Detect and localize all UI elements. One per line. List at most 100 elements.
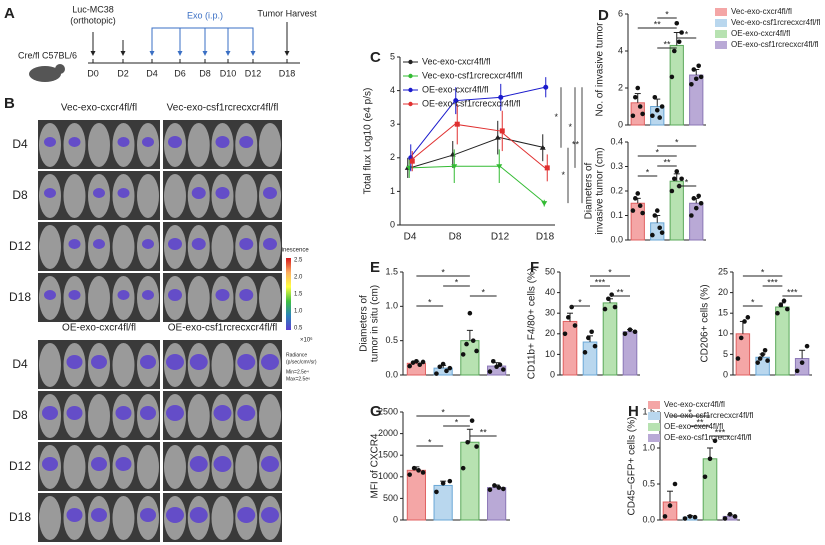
y-axis-label: MFI of CXCR4 bbox=[370, 433, 381, 498]
legend-swatch bbox=[648, 434, 660, 442]
y-tick-label: 1500 bbox=[378, 450, 398, 460]
data-point bbox=[669, 188, 675, 194]
sig-label: ** bbox=[663, 157, 671, 167]
data-point bbox=[640, 111, 645, 117]
mouse bbox=[259, 394, 281, 438]
data-point bbox=[712, 438, 718, 444]
y-axis-label: CD45−GFP+ cells (%) bbox=[627, 417, 638, 516]
arrow-head bbox=[120, 51, 126, 56]
signal bbox=[215, 136, 230, 148]
data-point bbox=[434, 371, 439, 376]
treatment: Exo (i.p.) bbox=[187, 10, 223, 20]
day-label: D8 bbox=[12, 408, 28, 422]
data-point bbox=[674, 20, 680, 26]
data-point bbox=[781, 298, 787, 304]
marker bbox=[539, 144, 546, 150]
y-tick-label: 5 bbox=[390, 51, 395, 61]
y-tick-label: 2 bbox=[618, 82, 623, 92]
data-point bbox=[407, 472, 412, 477]
signal bbox=[239, 289, 254, 301]
y-axis-label: CD206+ cells (%) bbox=[700, 284, 711, 362]
colorbar-range: Min=2.5e⁴ bbox=[286, 369, 309, 375]
data-point bbox=[757, 356, 763, 361]
legend-label: OE-exo-csf1rcrecxcr4fl/fl bbox=[664, 433, 752, 442]
colorbar bbox=[286, 258, 291, 330]
mouse bbox=[187, 394, 210, 438]
sig-label: * bbox=[441, 407, 445, 417]
timeline-day: D12 bbox=[245, 68, 262, 78]
colorbar-range: Max=2.5e⁶ bbox=[286, 376, 310, 382]
data-point bbox=[417, 362, 423, 368]
y-tick-label: 3 bbox=[390, 119, 395, 129]
data-point bbox=[652, 94, 658, 100]
y-tick-label: 0.4 bbox=[610, 136, 623, 146]
mouse bbox=[211, 343, 234, 387]
y-axis-label: CD11b+ F4/80+ cells (%) bbox=[527, 268, 538, 380]
data-point bbox=[674, 169, 680, 174]
data-point bbox=[722, 516, 728, 521]
data-point bbox=[659, 230, 665, 235]
y-tick-label: 0.5 bbox=[385, 335, 398, 345]
mouse bbox=[39, 496, 61, 540]
y-tick-label: 1.0 bbox=[642, 442, 655, 452]
data-point bbox=[742, 319, 747, 324]
panel-letter: B bbox=[4, 95, 15, 112]
y-axis-label: Diameters of bbox=[359, 295, 370, 352]
bar bbox=[602, 302, 618, 376]
signal bbox=[117, 188, 130, 198]
sig-label: ** bbox=[616, 287, 624, 297]
signal bbox=[93, 239, 105, 249]
bar bbox=[735, 333, 751, 376]
legend-label: Vec-exo-csf1rcrecxcr4fl/fl bbox=[664, 411, 754, 420]
y-tick-label: 1.5 bbox=[642, 406, 655, 416]
sig-label: ** bbox=[572, 140, 580, 150]
y-tick-label: 1000 bbox=[378, 471, 398, 481]
data-point bbox=[689, 82, 694, 87]
colorbar-unit: ×10⁶ bbox=[300, 337, 313, 344]
y-tick-label: 15 bbox=[718, 308, 728, 318]
colorbar-tick: 1.0 bbox=[294, 309, 303, 315]
x-tick-label: D8 bbox=[449, 232, 462, 243]
signal bbox=[168, 289, 182, 301]
y-tick-label: 10 bbox=[545, 349, 555, 359]
signal bbox=[42, 457, 58, 471]
colorbar-tick: 2.0 bbox=[294, 275, 303, 281]
panel-letter: A bbox=[4, 5, 15, 22]
mouse bbox=[259, 276, 281, 320]
signal bbox=[117, 290, 130, 300]
colorbar-radiance: Radiance bbox=[286, 352, 307, 358]
colorbar-radiance: (p/sec/cm²/sr) bbox=[286, 359, 317, 365]
data-point bbox=[496, 485, 502, 490]
signal bbox=[66, 355, 83, 369]
signal bbox=[166, 507, 184, 523]
data-point bbox=[420, 470, 426, 475]
data-point bbox=[696, 193, 701, 199]
arrow-head bbox=[90, 51, 96, 56]
signal bbox=[142, 239, 154, 249]
mouse bbox=[137, 445, 159, 489]
data-point bbox=[669, 74, 675, 80]
data-point bbox=[682, 516, 688, 521]
mouse bbox=[112, 496, 135, 540]
data-point bbox=[464, 341, 469, 347]
marker bbox=[453, 98, 459, 104]
marker bbox=[454, 121, 460, 127]
mouse bbox=[63, 174, 86, 218]
colorbar-tick: 2.5 bbox=[294, 258, 303, 264]
data-point bbox=[650, 232, 655, 238]
day-label: D12 bbox=[9, 239, 31, 253]
mouse bbox=[88, 123, 110, 167]
data-point bbox=[582, 350, 588, 355]
colorbar-title: Luminescence bbox=[270, 248, 309, 254]
signal bbox=[42, 406, 58, 420]
data-point bbox=[474, 444, 479, 449]
y-tick-label: 4 bbox=[618, 45, 623, 55]
data-point bbox=[735, 356, 741, 361]
sig-label: * bbox=[685, 177, 689, 187]
bar bbox=[406, 469, 426, 521]
arrow-head bbox=[177, 51, 183, 56]
sig-label: * bbox=[441, 267, 445, 277]
data-point bbox=[689, 213, 694, 218]
day-label: D18 bbox=[9, 290, 31, 304]
data-point bbox=[447, 478, 453, 484]
